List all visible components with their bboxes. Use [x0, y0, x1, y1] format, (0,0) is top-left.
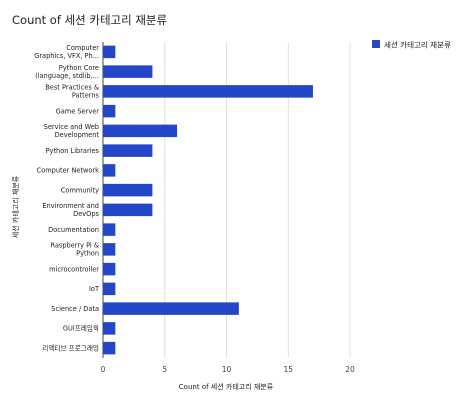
category-label: Service and Web	[44, 123, 99, 131]
x-tick-labels: 0 5 10 15 20	[101, 365, 355, 374]
x-tick-label: 5	[162, 365, 167, 374]
category-label: microcontroller	[49, 265, 99, 273]
x-axis-title: Count of 세션 카테고리 재분류	[179, 382, 274, 391]
category-label: Python Core	[59, 64, 99, 72]
bar[interactable]	[103, 341, 116, 355]
category-label: Computer Network	[37, 167, 100, 175]
bar[interactable]	[103, 124, 178, 138]
y-axis-title: 세션 카테고리 재분류	[11, 175, 20, 238]
bar[interactable]	[103, 104, 116, 118]
bar[interactable]	[103, 243, 116, 256]
x-tick-label: 10	[222, 365, 232, 374]
bar[interactable]	[103, 183, 153, 197]
bar[interactable]	[103, 85, 313, 98]
category-label: Science / Data	[51, 305, 99, 313]
category-label: Python Libraries	[46, 147, 100, 155]
bar[interactable]	[103, 203, 153, 217]
category-label: Game Server	[56, 107, 100, 115]
bar[interactable]	[103, 223, 116, 236]
category-label: Python	[76, 250, 99, 258]
bar[interactable]	[103, 322, 116, 335]
bar[interactable]	[103, 65, 153, 78]
bar[interactable]	[103, 282, 116, 296]
bar[interactable]	[103, 144, 153, 157]
category-label: DevOps	[73, 210, 99, 218]
category-label: Graphics, VFX, Ph...	[34, 52, 99, 60]
legend-swatch	[372, 40, 380, 48]
legend[interactable]: 세션 카테고리 재분류	[372, 40, 451, 50]
category-label: Environment and	[42, 202, 99, 210]
x-tick-label: 20	[345, 365, 355, 374]
bar[interactable]	[103, 45, 116, 59]
x-tick-label: 0	[101, 365, 106, 374]
bar[interactable]	[103, 262, 116, 276]
category-label: 리액티브 프로그래밍	[42, 343, 99, 352]
category-label: Raspberry Pi &	[50, 242, 99, 250]
category-label: Documentation	[48, 226, 99, 234]
category-label: IoT	[89, 285, 100, 293]
category-label: Development	[55, 131, 100, 139]
legend-label: 세션 카테고리 재분류	[384, 40, 451, 50]
bar[interactable]	[103, 302, 239, 315]
category-label: Best Practices &	[45, 84, 99, 92]
category-label: Computer	[66, 44, 99, 52]
bar[interactable]	[103, 164, 116, 177]
chart-title: Count of 세션 카테고리 재분류	[12, 13, 167, 27]
bars	[103, 45, 313, 355]
category-label: (language, stdlib,...	[35, 72, 99, 80]
category-label: Patterns	[72, 92, 100, 100]
category-label: GUI프레임웍	[63, 324, 99, 333]
x-tick-label: 15	[283, 365, 293, 374]
category-label: Community	[61, 186, 99, 194]
